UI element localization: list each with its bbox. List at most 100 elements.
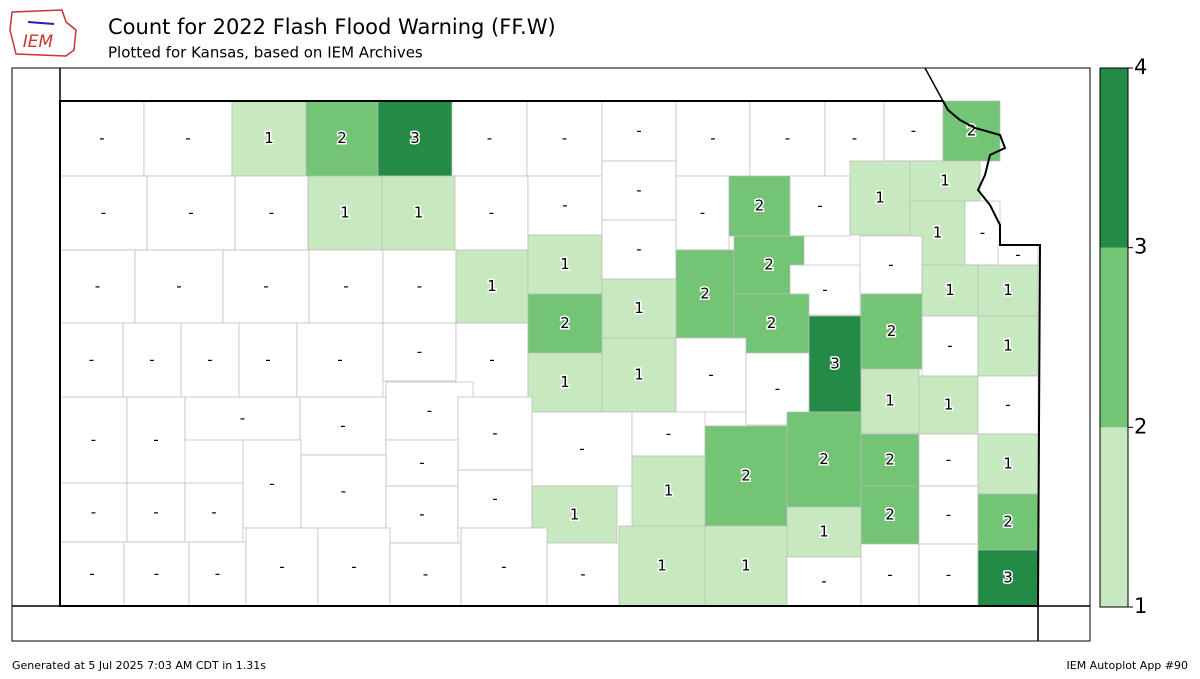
county-label: 1: [560, 373, 570, 391]
county-label: -: [176, 277, 181, 295]
county: [977, 549, 1039, 607]
county: [789, 175, 851, 237]
county: [942, 100, 1001, 162]
county-label: 1: [634, 299, 644, 317]
county-label: -: [419, 505, 424, 523]
colorbar-tick-label: 3: [1134, 235, 1147, 259]
county-label: -: [852, 129, 857, 147]
county: [460, 527, 548, 607]
county-label: 1: [560, 255, 570, 273]
county-label: -: [710, 129, 715, 147]
county-label: -: [580, 565, 585, 583]
county: [222, 249, 310, 324]
title: Count for 2022 Flash Flood Warning (FF.W…: [108, 15, 556, 39]
county: [238, 322, 298, 398]
county: [849, 160, 911, 236]
county-label: 1: [487, 277, 497, 295]
county: [242, 439, 302, 529]
county: [377, 100, 453, 177]
county-label: -: [417, 277, 422, 295]
county-label: 1: [264, 129, 274, 147]
footer-left: Generated at 5 Jul 2025 7:03 AM CDT in 1…: [12, 659, 266, 672]
county-label: -: [946, 566, 951, 584]
county: [385, 485, 459, 544]
county: [675, 337, 747, 413]
county-label: -: [947, 337, 952, 355]
county-label: -: [265, 351, 270, 369]
county: [704, 425, 788, 527]
county-label: -: [95, 277, 100, 295]
county-label: 1: [875, 189, 885, 207]
county-label: -: [188, 204, 193, 222]
county-label: 1: [819, 523, 829, 541]
county-label: -: [636, 181, 641, 199]
county: [317, 527, 391, 607]
county: [531, 411, 633, 487]
county: [808, 315, 862, 413]
county-label: 2: [887, 322, 897, 340]
county-label: -: [666, 425, 671, 443]
county-label: -: [887, 566, 892, 584]
footer-right: IEM Autoplot App #90: [1067, 659, 1189, 672]
county-label: 2: [755, 197, 765, 215]
county: [180, 322, 240, 398]
colorbar: 1 2 3 4: [1099, 55, 1147, 618]
colorbar-frame: [1099, 67, 1129, 608]
county-label: 1: [634, 366, 644, 384]
county: [977, 433, 1039, 495]
county-label: -: [487, 129, 492, 147]
county-label: -: [636, 122, 641, 140]
county-label: -: [337, 351, 342, 369]
county-label: 2: [337, 129, 347, 147]
county: [909, 160, 981, 202]
county-label: 1: [1003, 455, 1013, 473]
county-label: -: [817, 197, 822, 215]
county: [59, 249, 136, 324]
county-label: -: [340, 417, 345, 435]
colorbar-band: [1100, 427, 1128, 607]
county-label: -: [888, 256, 893, 274]
colorbar-tick-label: 1: [1134, 594, 1147, 618]
county: [601, 100, 677, 162]
county-label: 1: [885, 392, 895, 410]
county-label: -: [91, 503, 96, 521]
county: [601, 160, 677, 221]
county-label: 2: [885, 451, 895, 469]
logo-text: IEM: [23, 32, 54, 52]
county: [527, 352, 603, 413]
county: [704, 525, 788, 607]
county: [188, 541, 247, 607]
county: [300, 454, 387, 529]
county-label: 1: [570, 506, 580, 524]
county-label: 1: [340, 204, 350, 222]
county: [126, 396, 186, 484]
colorbar-band: [1100, 68, 1128, 248]
county: [786, 411, 862, 508]
county-label: 2: [885, 506, 895, 524]
county: [123, 541, 190, 607]
county-label: -: [211, 503, 216, 521]
county-label: -: [263, 277, 268, 295]
county-label: -: [279, 558, 284, 576]
county: [883, 100, 944, 162]
county: [308, 249, 384, 324]
county-label: 2: [741, 467, 751, 485]
county: [126, 482, 186, 543]
county: [918, 543, 979, 607]
county: [918, 485, 979, 545]
county-label: -: [946, 451, 951, 469]
county-label: 1: [414, 204, 424, 222]
county-label: 3: [410, 129, 420, 147]
county: [382, 249, 457, 324]
county-label: 2: [1003, 513, 1013, 531]
county-label: -: [492, 490, 497, 508]
county-label: -: [489, 204, 494, 222]
county: [631, 455, 706, 527]
county-label: -: [417, 343, 422, 361]
county: [457, 469, 533, 529]
county: [728, 175, 791, 237]
county: [59, 175, 148, 251]
county-label: -: [423, 565, 428, 583]
county-label: -: [821, 572, 826, 590]
